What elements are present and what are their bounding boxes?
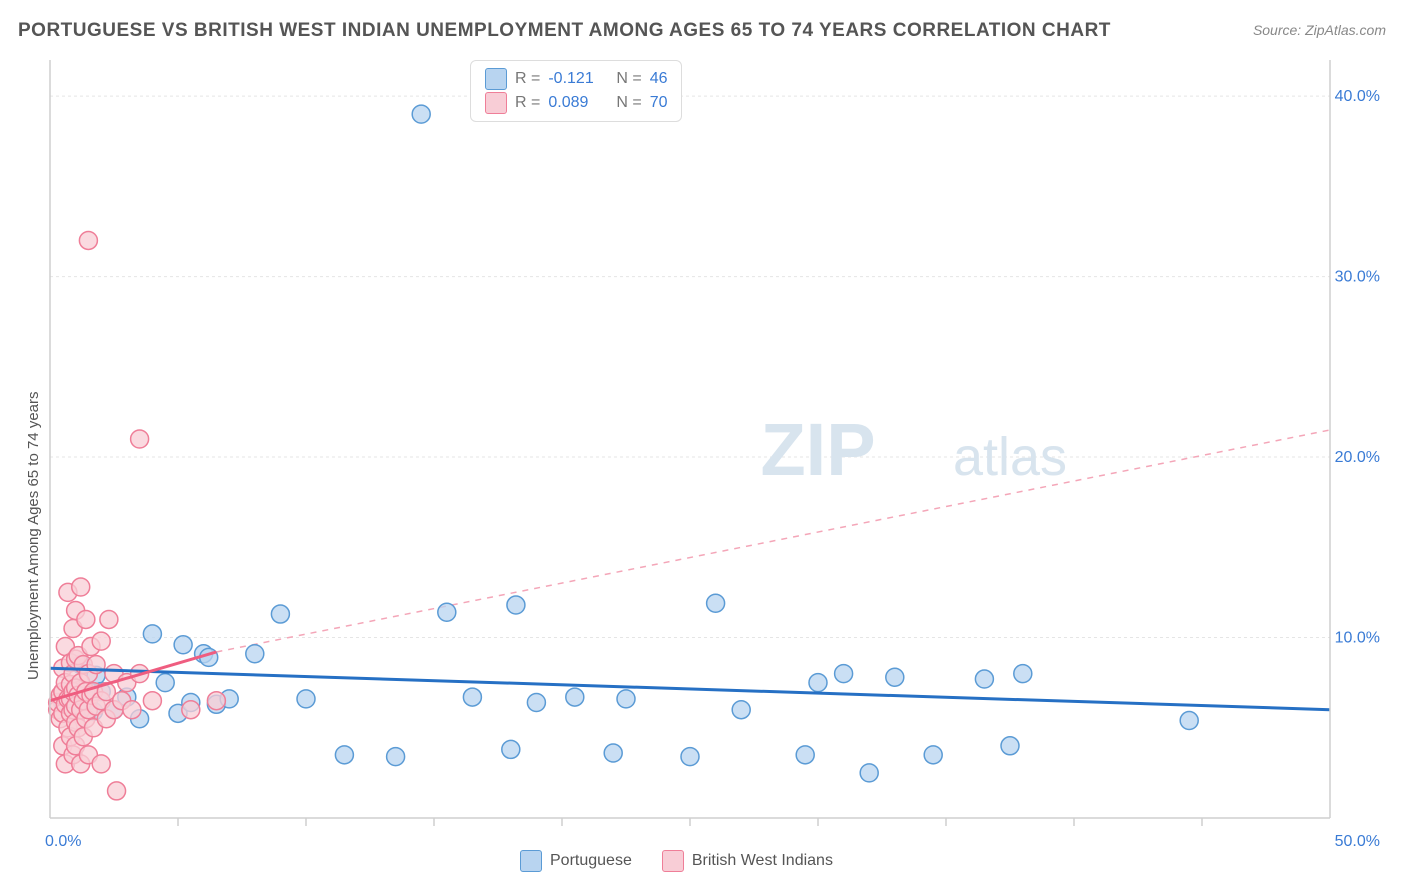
scatter-chart: 10.0% 20.0% 30.0% 40.0% ZIP atlas 0.0% 50.0% — [0, 0, 1406, 892]
legend-item-label: British West Indians — [692, 852, 833, 870]
svg-text:30.0%: 30.0% — [1335, 269, 1380, 286]
legend-r-label: R = — [515, 91, 540, 115]
legend-swatch — [485, 92, 507, 114]
svg-text:atlas: atlas — [953, 427, 1067, 487]
series-legend: Portuguese British West Indians — [520, 850, 833, 872]
legend-swatch — [520, 850, 542, 872]
legend-item: Portuguese — [520, 850, 632, 872]
svg-text:50.0%: 50.0% — [1335, 833, 1380, 850]
legend-n-label: N = — [616, 91, 641, 115]
legend-n-value: 70 — [650, 91, 668, 115]
svg-text:20.0%: 20.0% — [1335, 449, 1380, 466]
legend-swatch — [485, 68, 507, 90]
correlation-legend: R = -0.121 N = 46 R = 0.089 N = 70 — [470, 60, 682, 122]
legend-item-label: Portuguese — [550, 852, 632, 870]
svg-text:40.0%: 40.0% — [1335, 88, 1380, 105]
svg-text:ZIP: ZIP — [760, 408, 875, 491]
legend-item: British West Indians — [662, 850, 833, 872]
legend-n-label: N = — [616, 67, 641, 91]
legend-n-value: 46 — [650, 67, 668, 91]
svg-text:10.0%: 10.0% — [1335, 630, 1380, 647]
legend-swatch — [662, 850, 684, 872]
legend-r-value: 0.089 — [548, 91, 608, 115]
svg-text:0.0%: 0.0% — [45, 833, 81, 850]
legend-r-label: R = — [515, 67, 540, 91]
legend-r-value: -0.121 — [548, 67, 608, 91]
